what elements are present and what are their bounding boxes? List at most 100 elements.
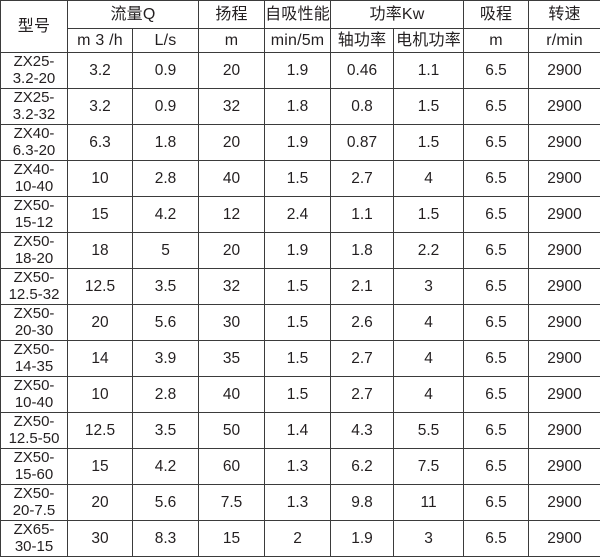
cell-model: ZX50- 15-60 <box>0 448 68 485</box>
cell-motor-power: 3 <box>393 520 465 557</box>
cell-speed: 2900 <box>528 124 600 161</box>
model-line-2: 15-12 <box>14 213 54 231</box>
cell-flow-ls: 4.2 <box>131 448 200 485</box>
cell-flow-ls: 5.6 <box>131 484 200 521</box>
cell-suction-lift: 6.5 <box>463 232 530 269</box>
cell-self-priming: 1.9 <box>264 52 332 89</box>
cell-flow-ls: 4.2 <box>131 196 200 233</box>
cell-suction-lift: 6.5 <box>463 268 530 305</box>
model-line-2: 12.5-50 <box>8 429 60 447</box>
cell-flow-m3h: 6.3 <box>67 124 133 161</box>
model-line-2: 6.3-20 <box>12 141 56 159</box>
table-row: ZX50- 12.5-50 12.5 3.5 50 1.4 4.3 5.5 6.5 2900 <box>0 412 600 449</box>
cell-shaft-power: 0.8 <box>330 88 395 125</box>
cell-head: 40 <box>198 376 266 413</box>
cell-speed: 2900 <box>528 304 600 341</box>
header-units-row: m 3 /h L/s m min/5m 轴功率 电机功率 m r/min <box>1 28 600 53</box>
table-row: ZX50- 20-30 20 5.6 30 1.5 2.6 4 6.5 2900 <box>0 304 600 341</box>
cell-suction-lift: 6.5 <box>463 124 530 161</box>
cell-motor-power: 4 <box>393 304 465 341</box>
cell-self-priming: 1.8 <box>264 88 332 125</box>
model-line-1: ZX50- <box>13 340 55 358</box>
cell-head: 12 <box>198 196 266 233</box>
cell-speed: 2900 <box>528 196 600 233</box>
table-row: ZX50- 12.5-32 12.5 3.5 32 1.5 2.1 3 6.5 2900 <box>0 268 600 305</box>
cell-model: ZX50- 18-20 <box>0 232 68 269</box>
cell-flow-m3h: 3.2 <box>67 88 133 125</box>
header-unit-rmin: r/min <box>528 28 600 53</box>
cell-self-priming: 1.5 <box>264 160 332 197</box>
cell-motor-power: 11 <box>393 484 465 521</box>
cell-self-priming: 1.5 <box>264 376 332 413</box>
model-line-2: 18-20 <box>14 249 54 267</box>
table-row: ZX50- 15-60 15 4.2 60 1.3 6.2 7.5 6.5 2900 <box>0 448 600 485</box>
header-group-flow: 流量Q <box>66 0 200 29</box>
cell-shaft-power: 9.8 <box>330 484 395 521</box>
cell-model: ZX25- 3.2-20 <box>0 52 68 89</box>
header-unit-shaft-power: 轴功率 <box>330 28 395 53</box>
cell-flow-ls: 5 <box>131 232 200 269</box>
model-line-1: ZX40- <box>13 124 55 142</box>
cell-self-priming: 1.9 <box>264 124 332 161</box>
cell-motor-power: 1.5 <box>393 124 465 161</box>
cell-model: ZX50- 12.5-32 <box>0 268 68 305</box>
cell-head: 32 <box>198 88 266 125</box>
model-line-1: ZX50- <box>13 196 55 214</box>
cell-speed: 2900 <box>528 340 600 377</box>
cell-flow-ls: 0.9 <box>131 52 200 89</box>
model-line-2: 30-15 <box>14 537 54 555</box>
cell-suction-lift: 6.5 <box>463 484 530 521</box>
cell-self-priming: 2 <box>264 520 332 557</box>
cell-motor-power: 3 <box>393 268 465 305</box>
cell-head: 32 <box>198 268 266 305</box>
table-row: ZX65- 30-15 30 8.3 15 2 1.9 3 6.5 2900 <box>0 520 600 557</box>
cell-flow-ls: 3.5 <box>131 268 200 305</box>
model-line-1: ZX50- <box>13 268 55 286</box>
cell-speed: 2900 <box>528 448 600 485</box>
cell-flow-m3h: 20 <box>67 304 133 341</box>
cell-self-priming: 1.5 <box>264 304 332 341</box>
header-unit-head-m: m <box>198 28 266 53</box>
cell-motor-power: 5.5 <box>393 412 465 449</box>
cell-flow-ls: 1.8 <box>131 124 200 161</box>
cell-flow-ls: 0.9 <box>131 88 200 125</box>
table-row: ZX25- 3.2-20 3.2 0.9 20 1.9 0.46 1.1 6.5 2900 <box>0 52 600 89</box>
cell-motor-power: 4 <box>393 340 465 377</box>
cell-flow-m3h: 15 <box>67 196 133 233</box>
cell-speed: 2900 <box>528 376 600 413</box>
cell-suction-lift: 6.5 <box>463 88 530 125</box>
cell-shaft-power: 0.87 <box>330 124 395 161</box>
header-group-speed: 转速 <box>528 0 600 29</box>
header-model: 型号 <box>0 0 68 53</box>
cell-flow-ls: 2.8 <box>131 160 200 197</box>
cell-flow-m3h: 12.5 <box>67 412 133 449</box>
cell-speed: 2900 <box>528 88 600 125</box>
model-line-2: 10-40 <box>14 177 54 195</box>
header-group-suction-lift: 吸程 <box>463 0 530 29</box>
table-row: ZX50- 18-20 18 5 20 1.9 1.8 2.2 6.5 2900 <box>0 232 600 269</box>
cell-shaft-power: 2.7 <box>330 340 395 377</box>
cell-shaft-power: 2.7 <box>330 160 395 197</box>
cell-flow-m3h: 12.5 <box>67 268 133 305</box>
cell-model: ZX50- 14-35 <box>0 340 68 377</box>
cell-shaft-power: 2.1 <box>330 268 395 305</box>
cell-self-priming: 1.5 <box>264 268 332 305</box>
cell-flow-ls: 3.9 <box>131 340 200 377</box>
header-group-head: 扬程 <box>198 0 266 29</box>
cell-flow-m3h: 20 <box>67 484 133 521</box>
model-line-2: 3.2-32 <box>12 105 56 123</box>
cell-suction-lift: 6.5 <box>463 340 530 377</box>
table-row: ZX50- 10-40 10 2.8 40 1.5 2.7 4 6.5 2900 <box>0 376 600 413</box>
cell-motor-power: 4 <box>393 376 465 413</box>
cell-self-priming: 1.9 <box>264 232 332 269</box>
model-line-1: ZX40- <box>13 160 55 178</box>
model-line-1: ZX50- <box>13 304 55 322</box>
cell-speed: 2900 <box>528 268 600 305</box>
cell-self-priming: 1.3 <box>264 448 332 485</box>
cell-flow-m3h: 18 <box>67 232 133 269</box>
cell-motor-power: 7.5 <box>393 448 465 485</box>
cell-speed: 2900 <box>528 160 600 197</box>
cell-flow-ls: 8.3 <box>131 520 200 557</box>
cell-head: 20 <box>198 52 266 89</box>
model-line-2: 20-30 <box>14 321 54 339</box>
